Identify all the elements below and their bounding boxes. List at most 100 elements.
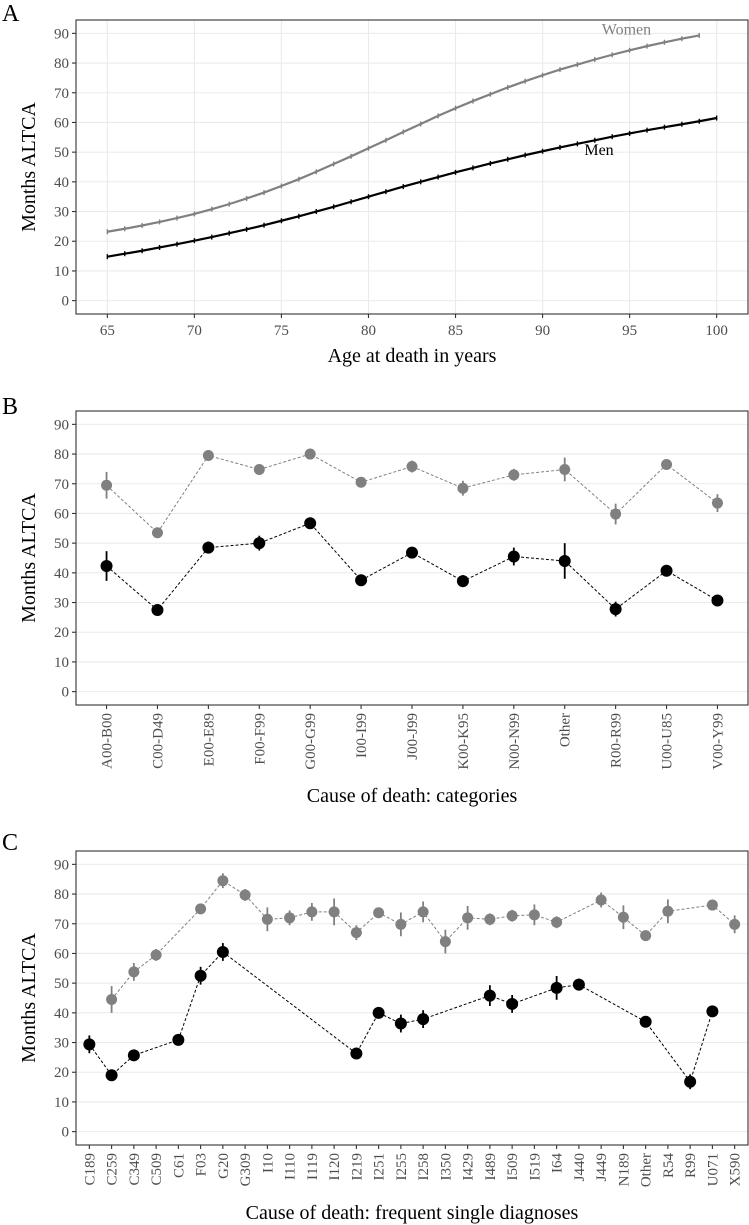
y-tick-label: 30 xyxy=(54,596,69,612)
x-tick-label: V00-Y99 xyxy=(710,713,726,770)
point-men xyxy=(105,1069,118,1082)
x-tick-label: C61 xyxy=(171,1153,187,1178)
panel-c: C 0 10 20 30 40 50 60 70 80 90 C189 C259 C349 C509 C6… xyxy=(2,830,749,1224)
point-men xyxy=(372,1006,385,1019)
x-tick-label: I251 xyxy=(372,1153,388,1181)
x-tick-label: 75 xyxy=(274,323,289,339)
point-men xyxy=(350,1047,363,1060)
x-tick-label: 80 xyxy=(361,323,376,339)
x-tick-label: N189 xyxy=(616,1153,632,1186)
point-women xyxy=(284,912,296,924)
panel-b-y-axis: 0 10 20 30 40 50 60 70 80 90 xyxy=(54,417,76,701)
x-tick-label: Other xyxy=(558,713,574,747)
x-tick-label: I489 xyxy=(483,1153,499,1181)
x-tick-label: C00-D49 xyxy=(150,713,166,769)
x-tick-label: N00-N99 xyxy=(507,713,523,770)
point-women xyxy=(417,906,429,918)
x-tick-label: G309 xyxy=(238,1153,254,1186)
point-women xyxy=(711,497,723,509)
y-tick-label: 50 xyxy=(54,536,69,552)
y-tick-label: 70 xyxy=(54,86,69,102)
point-men xyxy=(506,997,519,1010)
x-tick-label: I119 xyxy=(305,1153,321,1180)
x-tick-label: R99 xyxy=(683,1153,699,1178)
point-men xyxy=(684,1075,697,1088)
x-tick-label: I519 xyxy=(527,1153,543,1181)
x-tick-label: U071 xyxy=(705,1153,721,1186)
point-men xyxy=(558,554,571,567)
y-tick-label: 80 xyxy=(54,56,69,72)
panel-a-y-axis: 0 10 20 30 40 50 60 70 80 90 xyxy=(54,26,76,310)
y-tick-label: 0 xyxy=(62,685,70,701)
point-men xyxy=(151,603,164,616)
point-women xyxy=(640,930,652,942)
x-tick-label: J00-J99 xyxy=(405,713,421,760)
point-men xyxy=(216,945,229,958)
point-women xyxy=(217,875,229,887)
x-tick-label: I219 xyxy=(349,1153,365,1181)
y-tick-label: 40 xyxy=(54,1006,69,1022)
x-tick-label: I350 xyxy=(438,1153,454,1181)
y-tick-label: 0 xyxy=(62,1125,70,1141)
y-tick-label: 70 xyxy=(54,477,69,493)
y-tick-label: 90 xyxy=(54,26,69,42)
connector-men xyxy=(88,951,713,1083)
panel-a-letter: A xyxy=(2,1,20,27)
point-women xyxy=(457,482,469,494)
x-tick-label: 70 xyxy=(187,323,202,339)
panel-c-x-axis-title: Cause of death: frequent single diagnose… xyxy=(246,1202,579,1224)
point-women xyxy=(253,464,265,476)
point-women xyxy=(150,949,162,961)
x-tick-label: E00-E89 xyxy=(201,713,217,766)
point-women xyxy=(506,910,518,922)
point-women xyxy=(662,905,674,917)
point-men xyxy=(394,1017,407,1030)
x-tick-label: J440 xyxy=(572,1153,588,1181)
y-tick-label: 30 xyxy=(54,205,69,221)
x-tick-label: I429 xyxy=(461,1153,477,1181)
y-tick-label: 70 xyxy=(54,917,69,933)
point-women xyxy=(617,911,629,923)
panel-b: B 0 10 20 30 40 50 60 70 80 90 A00-B00 C00-D49 E00-… xyxy=(2,394,749,807)
point-women xyxy=(661,458,673,470)
point-women xyxy=(304,448,316,460)
x-tick-label: I00-I99 xyxy=(354,713,370,758)
point-men xyxy=(194,969,207,982)
x-tick-label: Other xyxy=(639,1153,655,1187)
point-men xyxy=(456,575,469,588)
point-men xyxy=(406,546,418,559)
panel-b-x-axis-title: Cause of death: categories xyxy=(307,785,518,807)
point-women xyxy=(202,450,214,462)
x-tick-label: 100 xyxy=(705,323,728,339)
x-tick-label: R00-R99 xyxy=(609,713,625,768)
x-tick-label: 65 xyxy=(100,323,115,339)
x-tick-label: I10 xyxy=(260,1153,276,1173)
point-women xyxy=(151,527,163,539)
point-men xyxy=(253,537,266,550)
x-tick-label: 85 xyxy=(448,323,463,339)
panel-c-grid xyxy=(76,863,748,1133)
point-men xyxy=(127,1049,140,1062)
point-women xyxy=(406,461,418,473)
x-tick-label: U00-U85 xyxy=(660,713,676,770)
point-men xyxy=(706,1005,719,1018)
x-tick-label: I258 xyxy=(416,1153,432,1181)
x-tick-label: C349 xyxy=(127,1153,143,1186)
panel-c-y-axis: 0 10 20 30 40 50 60 70 80 90 xyxy=(54,857,76,1141)
panel-a-x-axis: 65 70 75 80 85 90 95 100 xyxy=(100,314,728,339)
y-tick-label: 20 xyxy=(54,625,69,641)
x-tick-label: A00-B00 xyxy=(100,713,116,769)
point-men xyxy=(100,560,113,573)
panel-c-plot xyxy=(83,873,741,1090)
point-men xyxy=(304,517,317,530)
y-tick-label: 40 xyxy=(54,566,69,582)
point-men xyxy=(202,541,215,554)
point-men xyxy=(172,1033,185,1046)
panel-b-plot xyxy=(100,448,724,617)
y-tick-label: 0 xyxy=(62,294,70,310)
point-women xyxy=(484,913,496,925)
y-tick-label: 80 xyxy=(54,887,69,903)
x-tick-label: 90 xyxy=(535,323,550,339)
point-women xyxy=(106,993,118,1005)
x-tick-label: F03 xyxy=(194,1153,210,1176)
